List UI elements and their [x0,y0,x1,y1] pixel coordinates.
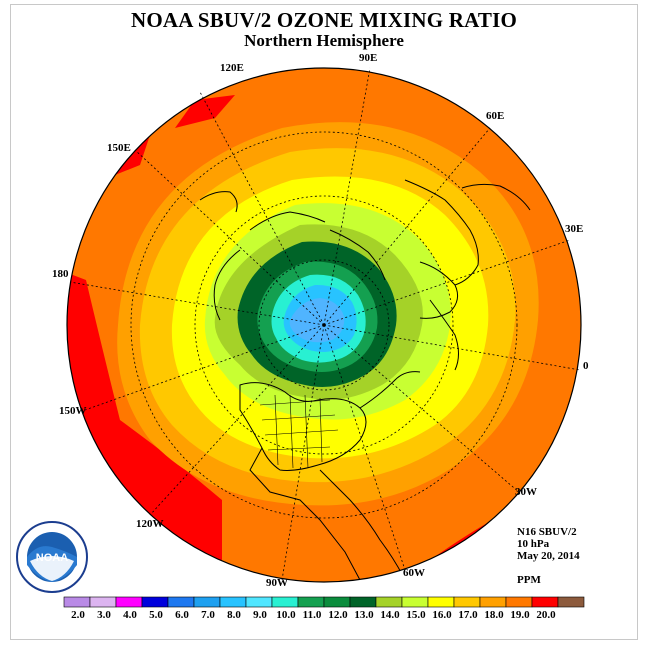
units-label: PPM [517,574,541,586]
colorbar-swatch [479,596,507,608]
colorbar-swatch [297,596,325,608]
colorbar-swatch [427,596,455,608]
coastlines [199,179,531,581]
colorbar-tick-label: 3.0 [97,609,111,621]
colorbar-swatch [89,596,117,608]
lon-label-60w: 60W [403,567,425,579]
lon-label-60e: 60E [486,110,505,122]
colorbar-tick-label: 5.0 [149,609,163,621]
colorbar-tick-label: 9.0 [253,609,267,621]
colorbar-swatch [193,596,221,608]
colorbar-swatch [401,596,429,608]
date-label: May 20, 2014 [517,550,580,562]
colorbar-tick-label: 2.0 [71,609,85,621]
colorbar-swatch [245,596,273,608]
us-state-lines [259,394,339,469]
contour-band-18-19-north [175,95,235,128]
colorbar-swatch [141,596,169,608]
colorbar-swatch [505,596,533,608]
lon-label-150w: 150W [59,405,87,417]
lon-label-90w: 90W [266,577,288,589]
colorbar-swatch [323,596,351,608]
lon-label-0: 0 [583,360,589,372]
lon-label-30w: 30W [515,486,537,498]
colorbar-tick-label: 20.0 [536,609,556,621]
colorbar-swatch [115,596,143,608]
noaa-logo: NOAA [16,521,88,593]
colorbar-tick-label: 18.0 [484,609,504,621]
lon-label-150e: 150E [107,142,131,154]
colorbar-tick-label: 7.0 [201,609,215,621]
lon-label-120w: 120W [136,518,164,530]
colorbar-swatch [349,596,377,608]
colorbar-tick-label: 6.0 [175,609,189,621]
colorbar-tick-label: 17.0 [458,609,478,621]
colorbar-swatch [453,596,481,608]
map-boundary [66,67,582,583]
satellite-label: N16 SBUV/2 [517,526,577,538]
graticule [69,67,581,581]
figure-frame [10,4,638,640]
colorbar-tick-label: 4.0 [123,609,137,621]
colorbar-swatch [375,596,403,608]
colorbar-tick-label: 10.0 [276,609,296,621]
lon-label-180: 180 [52,268,69,280]
colorbar-tick-label: 19.0 [510,609,530,621]
lon-label-30e: 30E [565,223,584,235]
pressure-level-label: 10 hPa [517,538,550,550]
colorbar-tick-label: 15.0 [406,609,426,621]
map-subtitle: Northern Hemisphere [244,31,404,50]
colorbar-swatch [167,596,195,608]
colorbar [63,596,585,608]
colorbar-tick-label: 16.0 [432,609,452,621]
logo-text: NOAA [36,552,68,564]
colorbar-swatch [63,596,91,608]
lon-label-90e: 90E [359,52,378,64]
colorbar-swatch [557,596,585,608]
lon-label-120e: 120E [220,62,244,74]
colorbar-swatch [271,596,299,608]
colorbar-tick-label: 8.0 [227,609,241,621]
colorbar-swatch [219,596,247,608]
map-title: NOAA SBUV/2 OZONE MIXING RATIO [131,8,517,32]
colorbar-tick-label: 12.0 [328,609,348,621]
colorbar-tick-label: 14.0 [380,609,400,621]
colorbar-tick-label: 13.0 [354,609,374,621]
colorbar-tick-label: 11.0 [302,609,322,621]
colorbar-swatch [531,596,559,608]
